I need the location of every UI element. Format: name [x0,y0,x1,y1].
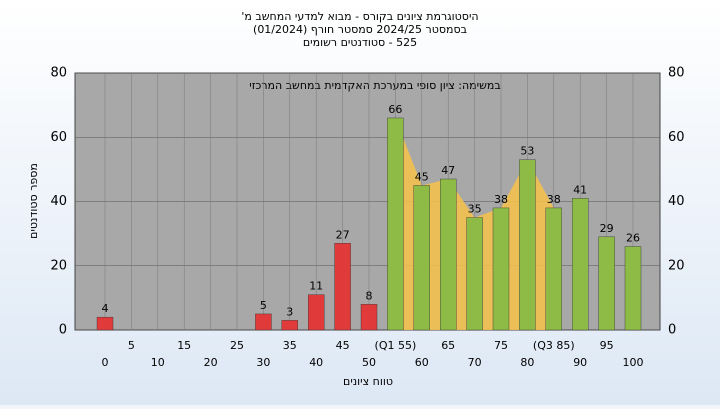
value-label: 27 [336,228,350,241]
bar [387,117,404,331]
x-tick-label: 70 [468,356,482,369]
bar [440,178,457,331]
chart-title: בסמסטר 2024/25 סמסטר חורף (01/2024) [253,23,467,36]
bar [598,236,615,331]
y-axis-label: מספר סטודנטים [27,163,40,239]
bar [281,320,298,331]
value-label: 29 [600,222,614,235]
x-tick-label: 45 [336,339,350,352]
value-label: 4 [102,302,109,315]
value-label: 47 [441,164,455,177]
value-label: 53 [520,145,534,158]
value-label: 41 [573,183,587,196]
y2-tick-label: 40 [668,194,685,209]
y-tick-label: 40 [50,194,67,209]
bar [492,207,510,331]
x-tick-label: 95 [600,339,614,352]
value-label: 8 [366,289,373,302]
bar [519,159,536,331]
y-tick-label: 60 [50,130,67,145]
y-tick-label: 80 [50,66,67,81]
bar [255,313,272,331]
x-tick-label: 80 [520,356,534,369]
y-tick-label: 20 [50,258,67,273]
bar [413,185,430,331]
value-label: 38 [494,193,508,206]
bar [308,294,325,331]
x-tick-label: 5 [128,339,135,352]
x-tick-label: 25 [230,339,244,352]
value-label: 5 [260,299,267,312]
x-tick-label: 30 [256,356,270,369]
x-tick-label: 10 [151,356,165,369]
y2-tick-label: 0 [668,323,676,338]
x-tick-label: (Q1 55) [375,339,417,352]
bar [96,316,114,331]
x-tick-label: 40 [309,356,323,369]
value-label: 45 [415,170,429,183]
value-label: 35 [468,203,482,216]
value-label: 66 [388,103,402,116]
value-label: 26 [626,231,640,244]
x-tick-label: 65 [441,339,455,352]
x-tick-label: 15 [177,339,191,352]
x-tick-label: 60 [415,356,429,369]
y2-tick-label: 80 [668,66,685,81]
bar [466,217,483,331]
x-tick-label: 35 [283,339,297,352]
bar [572,198,589,331]
y-tick-label: 0 [59,323,67,338]
x-tick-label: 20 [204,356,218,369]
y2-tick-label: 20 [668,258,685,273]
x-axis-label: טווח ציונים [343,375,393,388]
x-tick-label: 75 [494,339,508,352]
bar [360,304,378,331]
bar [624,246,642,331]
bar [334,243,351,331]
value-label: 3 [286,305,293,318]
x-tick-label: 100 [623,356,644,369]
value-label: 38 [547,193,561,206]
subtitle: במשימה: ציון סופי במערכת האקדמית במחשב ה… [249,79,500,92]
bar [545,207,562,331]
x-tick-label: (Q3 85) [533,339,575,352]
value-label: 11 [309,280,323,293]
x-tick-label: 0 [102,356,109,369]
chart-title: היסטוגרמת ציונים בקורס - מבוא למדעי המחש… [241,10,478,23]
x-tick-label: 90 [573,356,587,369]
y2-tick-label: 60 [668,130,685,145]
chart-title: 525 - סטודנטים רשומים [303,36,417,49]
x-tick-label: 50 [362,356,376,369]
